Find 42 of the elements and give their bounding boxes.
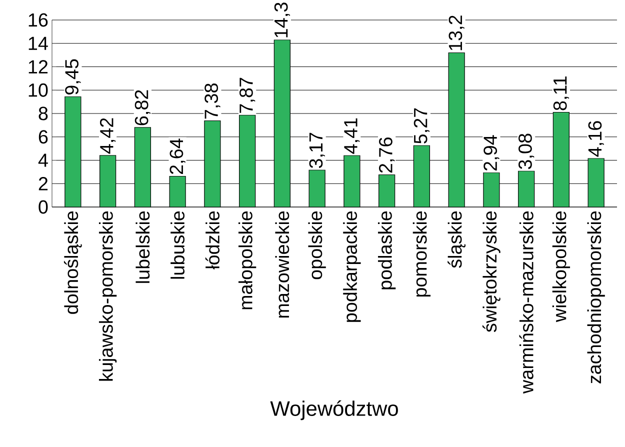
x-tick-label: świętokrzyskie (482, 211, 500, 332)
data-label: 6,82 (134, 90, 150, 126)
x-tick-label: podkarpackie (343, 211, 361, 322)
y-tick-label: 8 (38, 106, 48, 120)
y-tick-label: 0 (38, 200, 48, 214)
x-axis-title: Województwo (270, 400, 398, 420)
x-tick-label: lubuskie (170, 211, 185, 279)
data-label: 5,27 (414, 108, 430, 144)
data-label: 13,2 (448, 16, 464, 50)
y-tick-label: 2 (38, 177, 48, 190)
data-label: 3,08 (518, 134, 534, 170)
x-tick-label: zachodniopomorskie (587, 211, 605, 384)
x-tick-label: pomorskie (412, 211, 431, 297)
y-tick-label: 6 (38, 130, 48, 144)
data-label: 7,38 (204, 84, 220, 119)
data-label: 4,41 (344, 118, 360, 154)
x-tick-label: warmińsko-mazurskie (519, 211, 534, 394)
data-label: 14,3 (274, 2, 290, 38)
y-tick-label: 16 (28, 13, 48, 27)
y-tick-label: 14 (28, 36, 48, 50)
data-label: 7,87 (239, 78, 256, 113)
x-tick-label: mazowieckie (275, 211, 290, 318)
x-tick-label: lubelskie (136, 211, 150, 283)
x-tick-label: łódzkie (205, 211, 220, 270)
x-tick-label: dolnośląskie (64, 211, 82, 314)
data-label: 2,64 (170, 138, 186, 174)
y-tick-label: 10 (28, 83, 48, 97)
x-tick-label: kujawsko-pomorskie (98, 211, 117, 381)
x-tick-label: opolskie (308, 211, 326, 280)
x-tick-label: śląskie (448, 211, 466, 268)
y-tick-label: 12 (28, 60, 48, 74)
x-tick-label: małopolskie (238, 211, 256, 310)
data-label: 8,11 (553, 76, 570, 110)
x-tick-label: podlaskie (378, 211, 396, 290)
y-tick-label: 4 (38, 154, 48, 167)
data-label: 2,76 (379, 138, 395, 173)
data-label: 4,42 (100, 118, 116, 154)
data-label: 9,45 (65, 59, 81, 94)
data-label: 2,94 (484, 135, 500, 170)
data-label: 4,16 (588, 121, 604, 157)
x-tick-label: wielkopolskie (552, 211, 570, 322)
data-label: 3,17 (309, 132, 325, 168)
